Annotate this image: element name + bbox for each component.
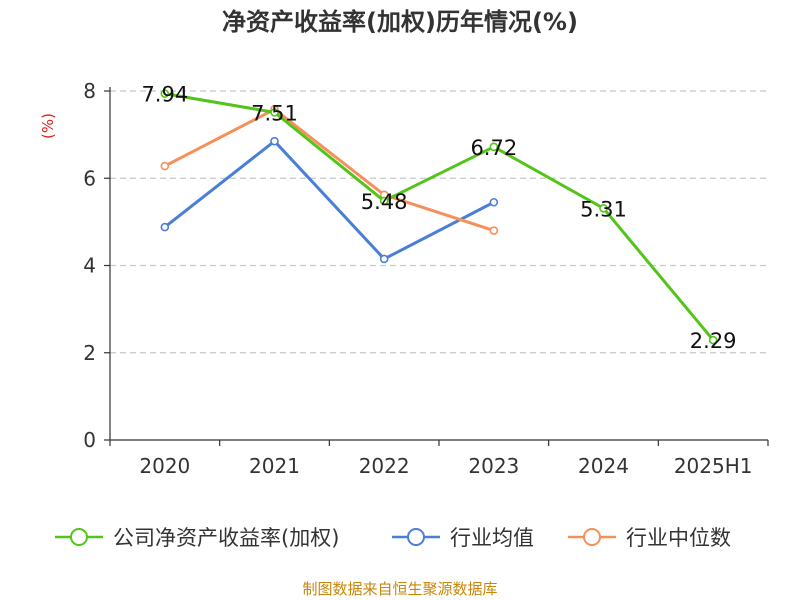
data-point — [379, 254, 389, 264]
x-tick-label: 2021 — [249, 454, 300, 478]
data-label: 5.31 — [580, 197, 627, 221]
data-point — [160, 89, 170, 98]
chart-title: 净资产收益率(加权)历年情况(%) — [222, 8, 578, 36]
y-tick-label: 8 — [83, 79, 96, 103]
data-point — [160, 161, 170, 171]
source-note: 制图数据来自恒生聚源数据库 — [302, 580, 497, 598]
data-point — [270, 136, 279, 146]
legend: 公司净资产收益率(加权) 行业均值 行业中位数 — [55, 526, 731, 550]
legend-label: 公司净资产收益率(加权) — [113, 526, 339, 550]
legend-label: 行业均值 — [450, 526, 534, 550]
axes — [104, 87, 769, 446]
y-tick-label: 6 — [83, 166, 96, 190]
x-tick-label: 2023 — [468, 454, 519, 478]
data-label: 2.29 — [690, 329, 737, 353]
x-tick-label: 2022 — [359, 454, 410, 478]
legend-marker — [407, 528, 425, 546]
x-tick-label: 2025H1 — [674, 454, 753, 478]
data-point — [708, 335, 718, 345]
data-label: 7.94 — [141, 83, 188, 107]
y-axis-label: (%) — [39, 113, 57, 139]
data-point — [489, 142, 499, 152]
series-line — [163, 139, 495, 261]
y-tick-labels: 0 2 4 6 8 — [83, 79, 96, 452]
y-tick-label: 4 — [83, 254, 96, 278]
x-tick-labels: 2020 2021 2022 2023 2024 2025H1 — [139, 454, 752, 478]
data-label: 7.51 — [251, 101, 298, 125]
data-point — [489, 197, 499, 207]
data-point — [379, 196, 389, 206]
data-label: 6.72 — [470, 136, 517, 160]
legend-marker — [70, 528, 88, 546]
legend-label: 行业中位数 — [626, 526, 731, 550]
data-point — [270, 108, 279, 117]
data-point — [160, 222, 170, 232]
series-line — [164, 107, 495, 233]
y-tick-label: 2 — [83, 341, 96, 365]
x-tick-label: 2024 — [578, 454, 629, 478]
legend-marker — [583, 528, 601, 546]
x-tick-label: 2020 — [139, 454, 190, 478]
gridlines — [110, 90, 768, 354]
data-point — [599, 204, 608, 213]
data-point — [489, 226, 499, 235]
data-labels: 7.94 7.51 5.48 6.72 5.31 2.29 — [141, 83, 736, 353]
y-tick-label: 0 — [83, 428, 96, 452]
series-line — [164, 92, 715, 342]
data-label: 5.48 — [361, 190, 408, 214]
series-lines — [160, 89, 718, 345]
